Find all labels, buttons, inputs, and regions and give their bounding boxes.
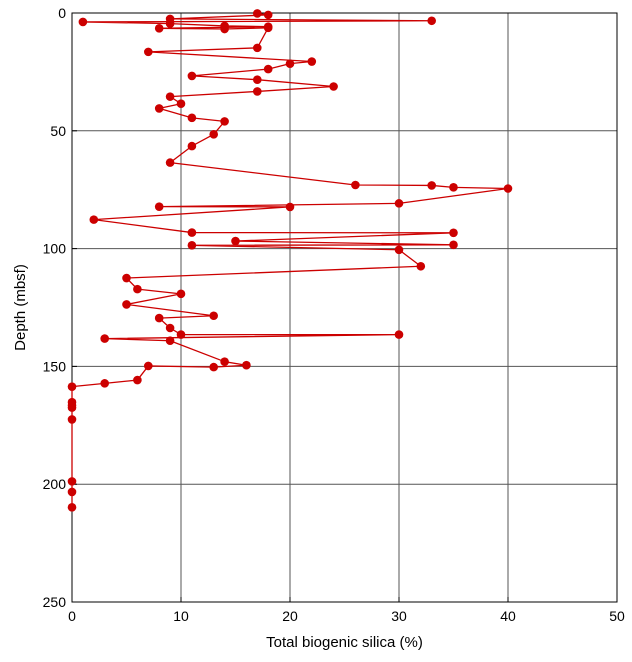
series-line [71,12,509,508]
data-point [154,104,164,113]
data-point [416,261,426,271]
data-point [252,75,262,84]
data-point [154,313,164,323]
y-tick-label: 50 [50,123,66,139]
data-point [165,19,175,28]
data-point [89,215,99,224]
data-point [144,361,153,371]
data-point [351,180,360,190]
y-tick-label: 250 [43,594,67,610]
data-point [165,92,175,101]
data-point [165,336,175,346]
data-point [176,289,186,299]
x-axis-ticks: 0 10 20 30 40 50 [68,597,625,624]
x-axis-label: Total biogenic silica (%) [266,634,423,651]
data-point [242,360,251,370]
data-point [209,130,218,139]
y-axis-label: Depth (mbsf) [12,264,29,351]
x-tick-label: 50 [609,608,625,624]
series-layer [67,9,513,512]
data-point [285,59,295,68]
data-point [165,158,175,167]
plot-frame [71,12,618,603]
x-tick-label: 20 [282,608,298,624]
data-point [329,82,338,91]
data-point [100,379,109,388]
y-tick-label: 150 [43,358,67,374]
data-point [154,24,164,33]
data-point [503,184,513,193]
data-point [67,382,77,391]
data-point [449,240,458,250]
data-point [154,202,164,211]
data-point [187,113,197,123]
data-point [220,117,229,126]
data-point [307,57,317,66]
data-point [263,23,273,33]
x-tick-label: 30 [391,608,407,624]
data-point [427,181,437,190]
data-point [209,362,218,372]
x-tick-label: 10 [173,608,189,624]
data-point [285,202,295,212]
data-point [252,87,262,96]
y-axis-ticks: 0 50 100 150 200 250 [43,5,77,610]
data-point [165,323,175,333]
data-point [187,71,197,81]
data-point [209,311,218,321]
data-point [394,199,404,208]
data-point [122,300,131,309]
data-point [67,502,77,512]
data-point [122,273,131,283]
data-point [449,183,458,192]
data-point [220,357,229,366]
data-point [187,228,197,237]
data-point [427,16,437,26]
data-point [394,330,404,339]
data-point [78,17,88,27]
data-point [176,330,186,339]
data-point [252,43,262,53]
data-point [67,487,77,497]
x-tick-label: 0 [68,608,76,624]
data-point [133,375,142,385]
data-point [252,9,262,18]
data-point [67,403,77,412]
data-point [144,47,153,57]
data-point [220,24,229,34]
data-point [67,415,77,424]
data-point [187,141,197,151]
y-tick-label: 0 [58,5,66,21]
data-point [263,64,273,74]
data-point [67,477,77,486]
x-tick-label: 40 [500,608,516,624]
y-tick-label: 100 [43,241,67,257]
data-point [449,228,458,238]
y-tick-label: 200 [43,476,67,492]
data-point [231,236,240,246]
data-point [394,245,404,255]
data-point [176,99,186,109]
data-point [263,10,273,20]
data-point [133,284,142,294]
data-point [100,334,109,343]
series-0 [67,9,513,512]
data-point [187,241,197,250]
